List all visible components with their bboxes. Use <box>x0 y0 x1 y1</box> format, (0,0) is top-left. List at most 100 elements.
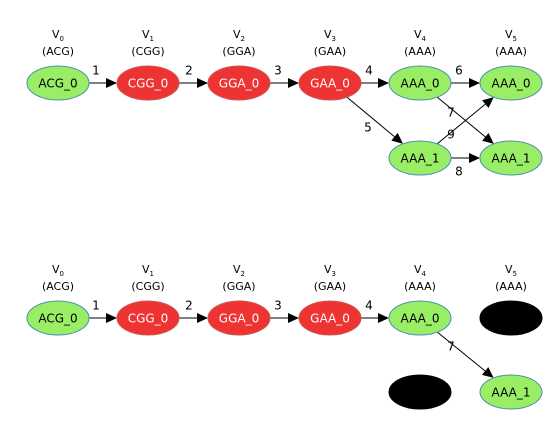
edge-label: 4 <box>365 299 373 313</box>
graph-node: ACG_0 <box>26 300 90 336</box>
graph-node: AAA_0 <box>479 65 543 101</box>
edge-label: 5 <box>364 121 372 135</box>
node-ellipse <box>479 65 543 101</box>
node-ellipse <box>26 65 90 101</box>
column-sequence-label: (ACG) <box>42 45 74 58</box>
graph-node: AAA_1 <box>479 140 543 176</box>
column-vertex-label: V0 <box>52 28 64 43</box>
graph-node: AAA_1 <box>479 374 543 410</box>
edge: 3 <box>270 299 299 323</box>
column-sequence-label: (GAA) <box>314 45 346 58</box>
node-ellipse <box>479 140 543 176</box>
graph-top: V0 (ACG) V1 (CGG) V2 (GGA) V3 (GAA) V4 (AAA) V5 (AA… <box>26 28 543 179</box>
column-sequence-label: (ACG) <box>42 280 74 293</box>
edge-arrowhead <box>197 78 208 88</box>
graph-node: GGA_0 <box>207 65 271 101</box>
edge-label: 2 <box>185 299 193 313</box>
edge-arrowhead <box>106 78 117 88</box>
graph-node: GAA_0 <box>298 65 362 101</box>
column-vertex-label: V5 <box>505 263 517 278</box>
edge-label: 9 <box>447 128 455 142</box>
edge-arrowhead <box>106 313 117 323</box>
node-label: ACG_0 <box>38 312 77 326</box>
node-ellipse <box>479 374 543 410</box>
column-sequence-label: (AAA) <box>404 280 436 293</box>
node-ellipse <box>116 300 180 336</box>
edge-arrowhead <box>378 78 389 88</box>
node-ellipse <box>207 65 271 101</box>
edge-label: 1 <box>92 299 100 313</box>
node-label: AAA_1 <box>492 386 531 400</box>
edge-arrowhead <box>481 367 494 378</box>
edge-label: 4 <box>365 64 373 78</box>
column-sequence-label: (GAA) <box>314 280 346 293</box>
node-ellipse <box>479 300 543 336</box>
column-vertex-label: V5 <box>505 28 517 43</box>
edge-label: 1 <box>92 64 100 78</box>
graph-node: GAA_0 <box>298 300 362 336</box>
edge-arrowhead <box>469 153 480 163</box>
column-sequence-label: (AAA) <box>495 45 527 58</box>
node-label: ACG_0 <box>38 77 77 91</box>
edge-line <box>346 96 395 138</box>
edge: 1 <box>89 64 117 88</box>
edge-label: 3 <box>274 299 282 313</box>
edge-arrowhead <box>482 97 494 109</box>
edge: 4 <box>361 299 389 323</box>
edge: 5 <box>346 96 403 144</box>
edge: 2 <box>179 64 208 88</box>
edge-label: 7 <box>447 340 455 354</box>
node-label: AAA_1 <box>401 152 440 166</box>
column-sequence-label: (CGG) <box>131 45 164 58</box>
edge-label: 8 <box>455 165 463 179</box>
column-vertex-label: V4 <box>414 263 427 278</box>
node-ellipse <box>298 300 362 336</box>
column-vertex-label: V1 <box>142 263 154 278</box>
edge: 7 <box>436 96 494 144</box>
node-ellipse <box>388 300 452 336</box>
edge: 2 <box>179 299 208 323</box>
column-sequence-label: (GGA) <box>222 280 255 293</box>
column-vertex-label: V2 <box>233 28 245 43</box>
edge-arrowhead <box>288 78 299 88</box>
edge: 1 <box>89 299 117 323</box>
edge-label: 6 <box>455 64 463 78</box>
column-vertex-label: V2 <box>233 263 245 278</box>
column-vertex-label: V3 <box>324 263 336 278</box>
edge-label: 3 <box>274 64 282 78</box>
node-label: AAA_1 <box>492 152 531 166</box>
edge-line <box>436 103 486 145</box>
column-sequence-label: (CGG) <box>131 280 164 293</box>
column-vertex-label: V3 <box>324 28 336 43</box>
node-label: AAA_0 <box>401 77 440 91</box>
node-label: AAA_0 <box>492 77 531 91</box>
edge: 7 <box>437 331 494 378</box>
edge: 6 <box>451 64 480 88</box>
node-ellipse <box>388 140 452 176</box>
edge-line <box>436 96 486 138</box>
graph-node: AAA_1 <box>388 140 452 176</box>
node-label: GAA_0 <box>310 312 350 326</box>
column-sequence-label: (GGA) <box>222 45 255 58</box>
graph-node <box>479 300 543 336</box>
edge-arrowhead <box>469 78 480 88</box>
node-ellipse <box>388 374 452 410</box>
graph-node: AAA_0 <box>388 65 452 101</box>
column-vertex-label: V0 <box>52 263 64 278</box>
node-label: GAA_0 <box>310 77 350 91</box>
graph-bottom: V0 (ACG) V1 (CGG) V2 (GGA) V3 (GAA) V4 (AAA) V5 (AA… <box>26 263 543 410</box>
edge: 3 <box>270 64 299 88</box>
node-ellipse <box>116 65 180 101</box>
node-label: AAA_0 <box>401 312 440 326</box>
column-sequence-label: (AAA) <box>495 280 527 293</box>
edge-line <box>437 331 486 372</box>
graph-node <box>388 374 452 410</box>
column-vertex-label: V4 <box>414 28 427 43</box>
edge-label: 2 <box>185 64 193 78</box>
edge-label: 7 <box>447 106 455 120</box>
node-label: CGG_0 <box>128 77 169 91</box>
edge-arrowhead <box>378 313 389 323</box>
node-label: GGA_0 <box>219 312 259 326</box>
node-ellipse <box>298 65 362 101</box>
